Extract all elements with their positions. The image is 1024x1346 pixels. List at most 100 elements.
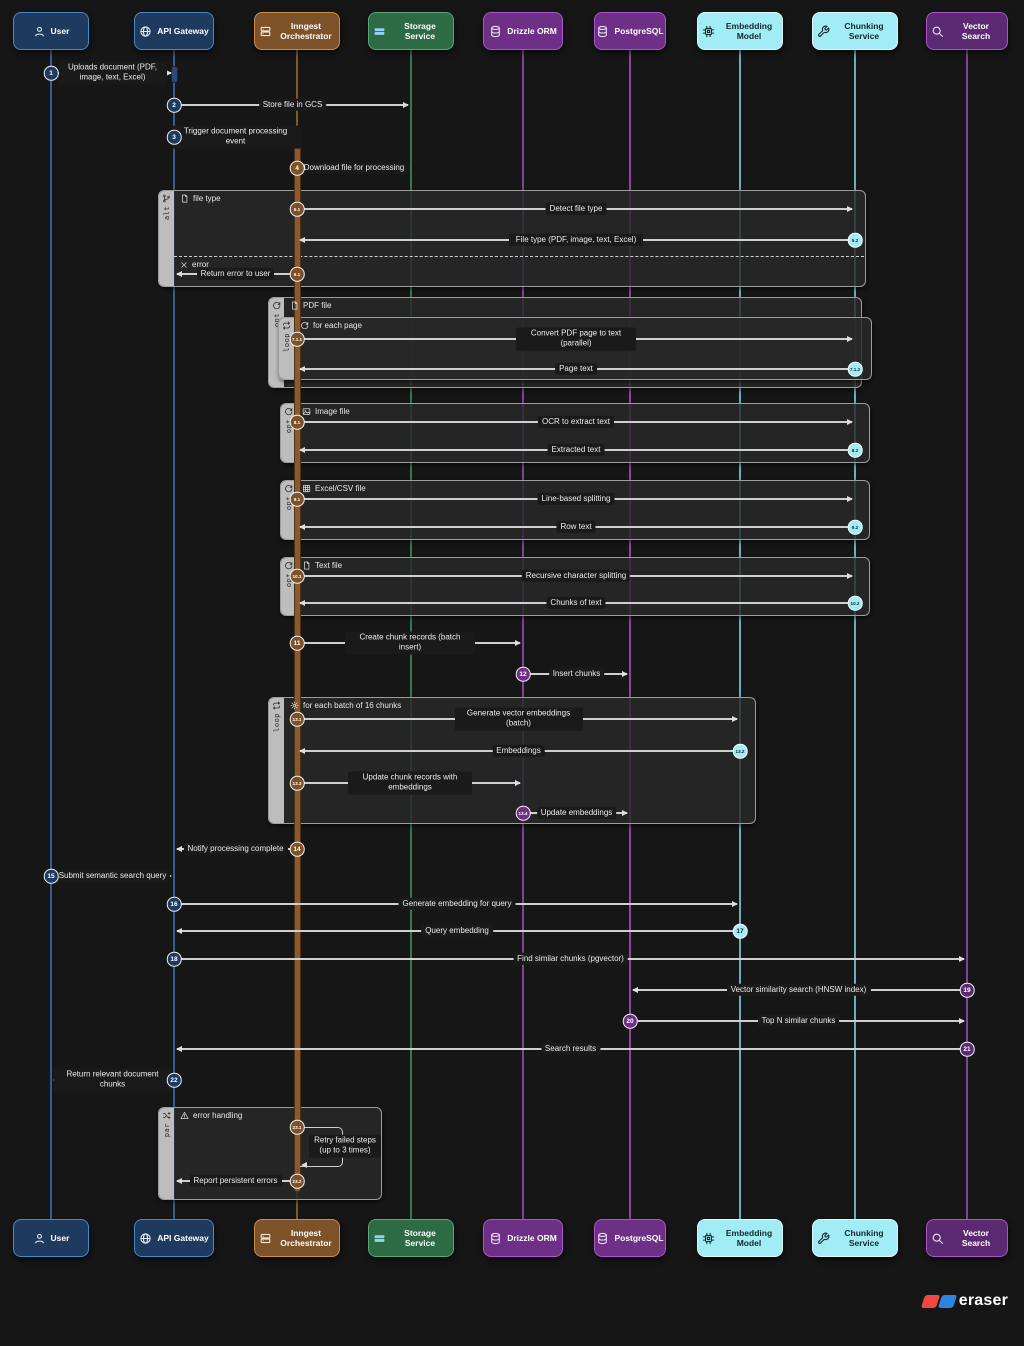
actor-box-embed[interactable]: Embedding Model <box>697 12 783 50</box>
actor-box-chunk[interactable]: Chunking Service <box>812 12 898 50</box>
actor-box-inngest[interactable]: Inngest Orchestrator <box>254 12 340 50</box>
message-label: File type (PDF, image, text, Excel) <box>509 233 643 247</box>
actor-box-storage[interactable]: Storage Service <box>368 12 454 50</box>
lifeline-vector <box>966 50 968 1221</box>
actor-box-drizzle[interactable]: Drizzle ORM <box>483 12 563 50</box>
arrowhead-right <box>847 205 853 212</box>
message-number: 13.2 <box>732 743 748 759</box>
message-number: 14 <box>289 841 305 857</box>
message-label: Find similar chunks (pgvector) <box>513 952 628 966</box>
actor-box-drizzle[interactable]: Drizzle ORM <box>483 1219 563 1257</box>
fragment-tab: par <box>159 1108 174 1199</box>
person-icon <box>33 25 46 38</box>
actor-box-user[interactable]: User <box>13 1219 89 1257</box>
message-number: 10.2 <box>847 595 863 611</box>
person-icon <box>33 1232 46 1245</box>
loop-icon <box>282 321 291 330</box>
message-label: Page text <box>555 362 597 376</box>
message-number: 18 <box>166 951 182 967</box>
message-number: 15 <box>43 868 59 884</box>
file-icon <box>302 561 311 570</box>
loop-icon <box>272 701 281 710</box>
lifeline-user <box>50 50 52 1221</box>
actor-box-vector[interactable]: Vector Search <box>926 12 1008 50</box>
arrowhead-right <box>732 715 738 722</box>
refresh-icon <box>284 561 293 570</box>
globe-icon <box>139 25 152 38</box>
actor-label: Inngest Orchestrator <box>280 1227 332 1248</box>
arrowhead-right <box>403 101 409 108</box>
database-icon <box>489 1232 502 1245</box>
arrowhead-right <box>847 418 853 425</box>
wrench-icon <box>817 1232 830 1245</box>
watermark[interactable]: eraser <box>920 1292 1008 1310</box>
actor-box-vector[interactable]: Vector Search <box>926 1219 1008 1257</box>
actor-label: PostgreSQL <box>614 25 664 36</box>
fragment-header: error handling <box>180 1111 242 1120</box>
fragment-header-label: file type <box>193 194 221 203</box>
message-label: Trigger document processing event <box>170 125 301 149</box>
actor-label: PostgreSQL <box>614 1232 664 1243</box>
actor-label: Embedding Model <box>725 1227 773 1248</box>
arrowhead-right <box>166 69 172 76</box>
actor-box-storage[interactable]: Storage Service <box>368 1219 454 1257</box>
arrowhead-right <box>959 955 965 962</box>
message-number: 13.3 <box>289 775 305 791</box>
database-icon <box>596 25 609 38</box>
message-label: Store file in GCS <box>258 98 327 112</box>
message-label: Detect file type <box>545 202 607 216</box>
fragment-divider-label: error <box>180 260 209 269</box>
actor-label: Drizzle ORM <box>507 1232 557 1243</box>
actor-box-postgres[interactable]: PostgreSQL <box>594 12 666 50</box>
message-label: OCR to extract text <box>537 415 615 429</box>
lifeline-embed <box>739 50 741 1221</box>
actor-box-user[interactable]: User <box>13 12 89 50</box>
watermark-blue-shape <box>937 1294 957 1308</box>
actor-label: Vector Search <box>961 20 991 41</box>
message-label: Row text <box>556 520 596 534</box>
message-label: Create chunk records (batch insert) <box>345 631 475 655</box>
actor-box-api[interactable]: API Gateway <box>134 1219 214 1257</box>
arrowhead-left <box>176 1045 182 1052</box>
fragment-header-label: for each batch of 16 chunks <box>303 701 402 710</box>
actor-box-inngest[interactable]: Inngest Orchestrator <box>254 1219 340 1257</box>
message-number: 23.1 <box>289 1119 305 1135</box>
message-number: 7.1.2 <box>847 361 863 377</box>
arrowhead-left <box>299 446 305 453</box>
chip-icon <box>702 1232 715 1245</box>
fragment-tab-label: par <box>162 1123 171 1138</box>
message-number: 17 <box>732 923 748 939</box>
file-icon <box>290 301 299 310</box>
arrowhead-right <box>847 572 853 579</box>
watermark-red-shape <box>920 1294 940 1308</box>
actor-box-api[interactable]: API Gateway <box>134 12 214 50</box>
message-label: Generate vector embeddings (batch) <box>454 707 583 731</box>
message-number: 13.4 <box>515 805 531 821</box>
image-icon <box>302 407 311 416</box>
arrowhead-left <box>299 523 305 530</box>
actor-box-embed[interactable]: Embedding Model <box>697 1219 783 1257</box>
lifeline-chunk <box>854 50 856 1221</box>
globe-icon <box>139 1232 152 1245</box>
message-number: 5.2 <box>847 232 863 248</box>
message-label: Return error to user <box>196 267 275 281</box>
arrowhead-right <box>847 495 853 502</box>
fragment-header: file type <box>180 194 221 203</box>
activation-bar-inngest <box>293 137 301 1192</box>
message-number: 22 <box>166 1072 182 1088</box>
actor-label: Vector Search <box>961 1227 991 1248</box>
fragment-header: Excel/CSV file <box>302 484 366 493</box>
arrowhead-right <box>847 335 853 342</box>
refresh-icon <box>284 407 293 416</box>
arrowhead-right <box>622 809 628 816</box>
actor-box-chunk[interactable]: Chunking Service <box>812 1219 898 1257</box>
actor-label: Chunking Service <box>844 1227 884 1248</box>
server-icon <box>259 25 272 38</box>
message-number: 20 <box>622 1013 638 1029</box>
search-icon <box>931 25 944 38</box>
actor-box-postgres[interactable]: PostgreSQL <box>594 1219 666 1257</box>
message-number: 10.1 <box>289 568 305 584</box>
warning-icon <box>180 1111 189 1120</box>
fragment-header: Image file <box>302 407 350 416</box>
